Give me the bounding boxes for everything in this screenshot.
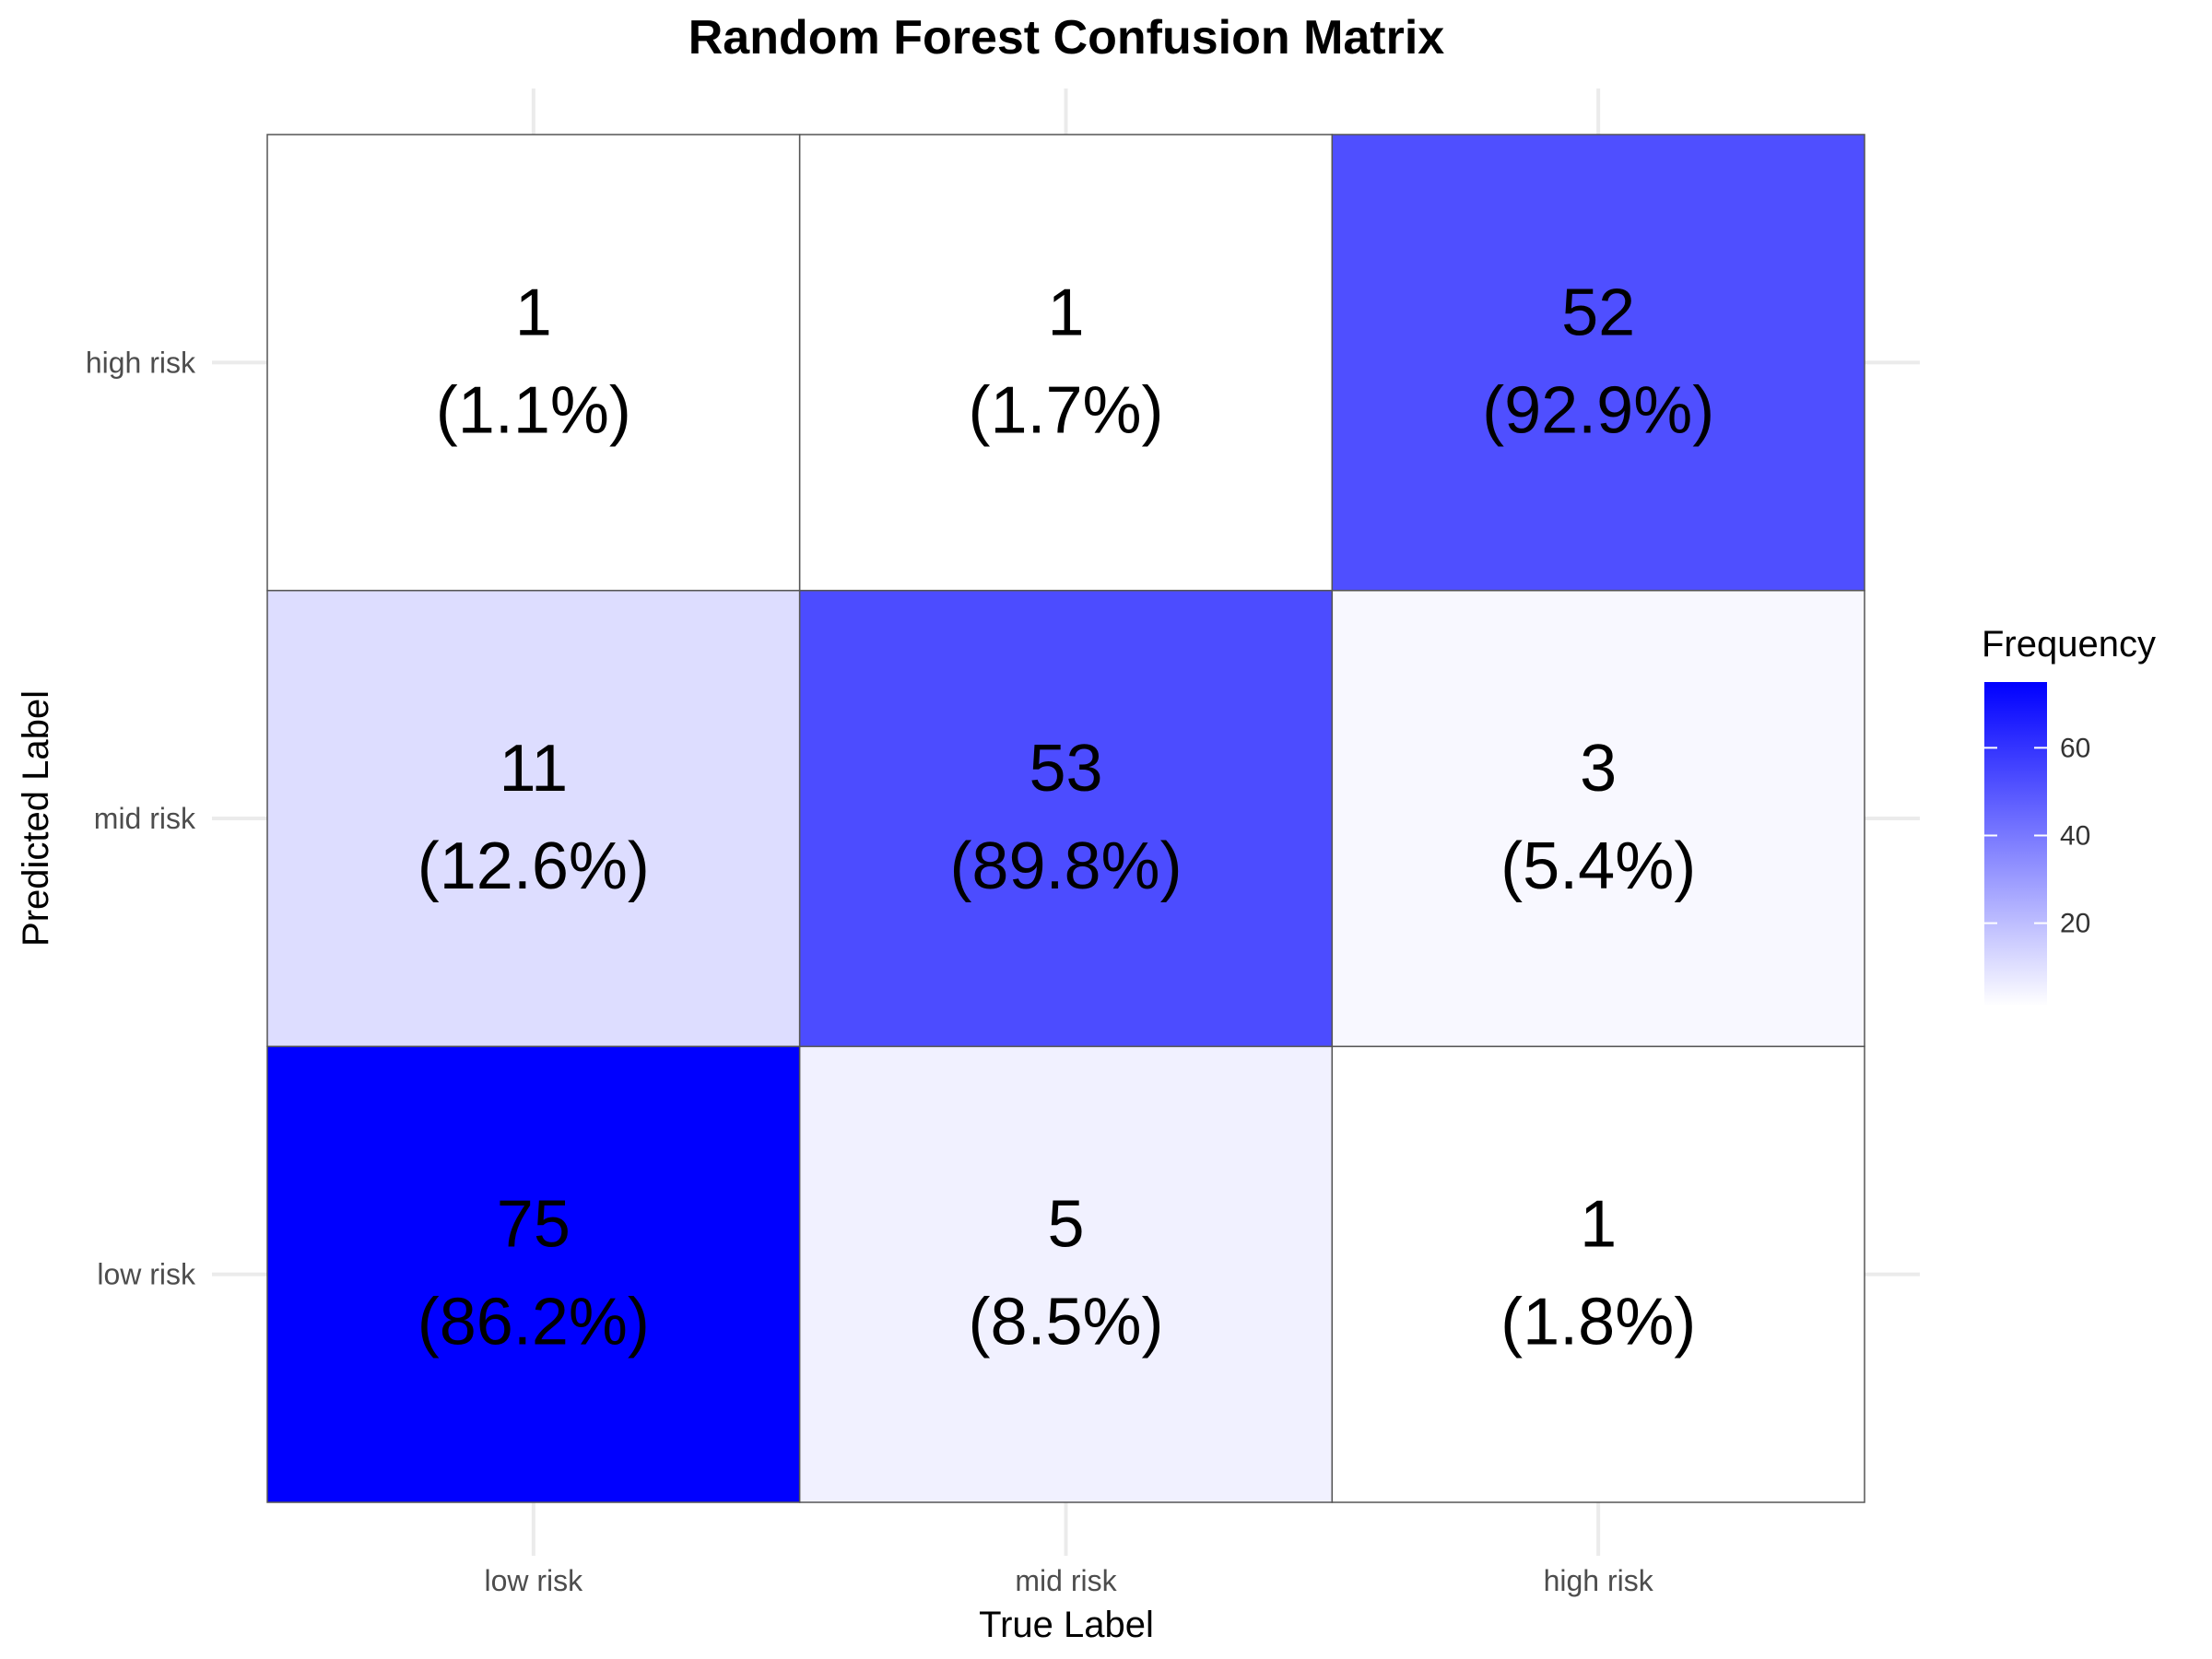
cell-count-label: 75 (497, 1188, 571, 1262)
y-axis-title: Predicted Label (16, 690, 56, 947)
cell-high-risk-high-risk: 52 (92.9%) (1331, 134, 1865, 592)
cell-percent-label: (1.7%) (968, 373, 1163, 447)
cell-percent-label: (1.8%) (1500, 1286, 1696, 1359)
cell-rect (266, 1045, 801, 1503)
cell-rect (798, 589, 1334, 1048)
cell-rect (1331, 134, 1865, 592)
cell-percent-label: (12.6%) (418, 830, 650, 903)
cell-mid-risk-high-risk: 1 (1.7%) (798, 134, 1334, 592)
chart-title: Random Forest Confusion Matrix (688, 11, 1445, 65)
y-tick-label: mid risk (94, 802, 196, 835)
legend-tick-label: 40 (2060, 820, 2090, 851)
legend-tick-label: 60 (2060, 733, 2090, 763)
x-tick-label: mid risk (1015, 1564, 1117, 1597)
cell-count-label: 11 (499, 732, 568, 806)
legend-ticks: 20 40 60 (1984, 733, 2090, 939)
cell-count-label: 52 (1561, 276, 1635, 349)
cell-mid-risk-low-risk: 5 (8.5%) (798, 1045, 1334, 1503)
cell-low-risk-low-risk: 75 (86.2%) (266, 1045, 801, 1503)
cell-rect (1331, 1045, 1865, 1503)
cell-percent-label: (8.5%) (968, 1286, 1163, 1359)
cell-mid-risk-mid-risk: 53 (89.8%) (798, 589, 1334, 1048)
cell-count-label: 53 (1029, 732, 1102, 806)
cell-rect (266, 134, 801, 592)
x-axis-title: True Label (979, 1605, 1154, 1645)
cell-percent-label: (92.9%) (1482, 373, 1714, 447)
cell-high-risk-mid-risk: 3 (5.4%) (1331, 589, 1865, 1048)
heatmap-cells: 75(86.2%)5(8.5%)1(1.8%)11(12.6%)53(89.8%… (266, 134, 1865, 1503)
legend-title: Frequency (1982, 624, 2156, 665)
cell-low-risk-mid-risk: 11 (12.6%) (266, 589, 801, 1048)
cell-rect (1331, 589, 1865, 1048)
cell-count-label: 3 (1580, 732, 1617, 806)
legend-color-bar (1984, 682, 2047, 1006)
x-axis-ticks: low risk mid risk high risk (484, 1564, 1653, 1597)
cell-percent-label: (86.2%) (418, 1286, 650, 1359)
y-tick-label: high risk (86, 346, 196, 379)
cell-rect (798, 134, 1334, 592)
cell-percent-label: (89.8%) (949, 830, 1182, 903)
cell-count-label: 1 (515, 276, 552, 349)
y-axis-ticks: low risk mid risk high risk (86, 346, 196, 1290)
cell-percent-label: (5.4%) (1500, 830, 1696, 903)
cell-rect (798, 1045, 1334, 1503)
x-tick-label: high risk (1544, 1564, 1654, 1597)
cell-percent-label: (1.1%) (436, 373, 631, 447)
cell-count-label: 1 (1580, 1188, 1617, 1262)
legend-tick-label: 20 (2060, 909, 2090, 939)
cell-count-label: 5 (1047, 1188, 1084, 1262)
y-tick-label: low risk (97, 1258, 196, 1291)
cell-rect (266, 589, 801, 1048)
cell-low-risk-high-risk: 1 (1.1%) (266, 134, 801, 592)
x-tick-label: low risk (484, 1564, 583, 1597)
color-legend: Frequency 20 40 60 (1982, 624, 2156, 1006)
cell-high-risk-low-risk: 1 (1.8%) (1331, 1045, 1865, 1503)
cell-count-label: 1 (1047, 276, 1084, 349)
